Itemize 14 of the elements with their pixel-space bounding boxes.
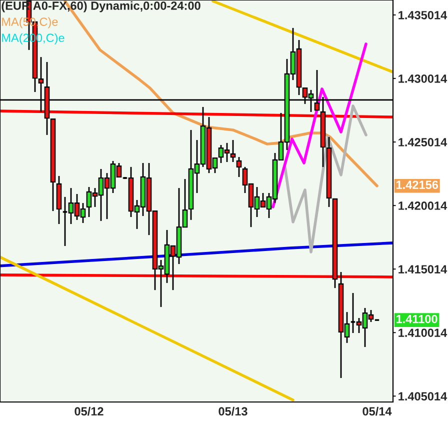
y-tick-label: 1.430014 bbox=[398, 74, 448, 83]
y-tick-label: 1.425014 bbox=[398, 138, 448, 146]
y-tick-label: 1.435014 bbox=[398, 10, 448, 20]
text: 1.42156 bbox=[396, 180, 438, 190]
candlestick bbox=[230, 139, 236, 163]
candlestick bbox=[236, 156, 242, 178]
y-tick-label: 1.420014 bbox=[398, 202, 448, 210]
x-tick-label: 05/13 bbox=[218, 406, 248, 416]
y-tick-label: 1.410014 bbox=[398, 328, 448, 337]
x-tick-label: 05/14 bbox=[362, 406, 392, 416]
x-tick-label: 05/12 bbox=[74, 406, 104, 416]
text: 1.41100 bbox=[396, 314, 438, 324]
y-tick-label: 1.415014 bbox=[398, 265, 448, 274]
y-tick-label: 1.405014 bbox=[398, 392, 448, 400]
